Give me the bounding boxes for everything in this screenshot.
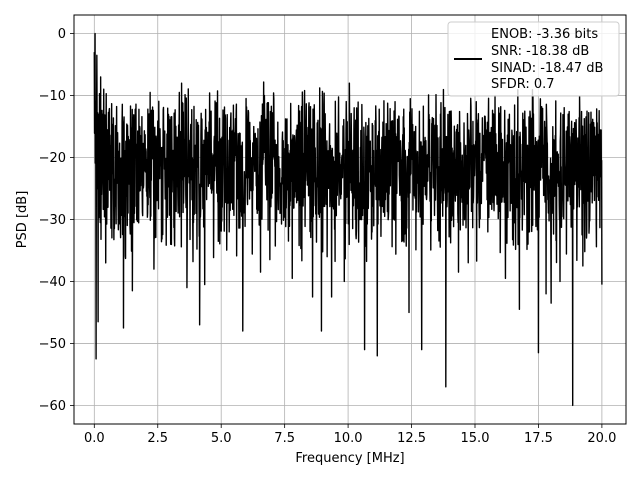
legend-entry-enob: ENOB: -3.36 bits [491, 27, 598, 42]
legend-entry-snr: SNR: -18.38 dB [491, 44, 589, 59]
y-tick-label: −20 [39, 151, 66, 166]
y-tick-label: −50 [39, 337, 66, 352]
plot-series [93, 32, 603, 407]
psd-series-line [93, 32, 603, 407]
x-tick-label: 2.5 [147, 431, 168, 446]
x-tick-label: 5.0 [211, 431, 232, 446]
legend-entry-sfdr: SFDR: 0.7 [491, 77, 555, 92]
x-tick-label: 20.0 [587, 431, 616, 446]
legend-box [447, 21, 620, 97]
x-axis-label: Frequency [MHz] [295, 451, 404, 466]
y-axis-label: PSD [dB] [15, 191, 30, 249]
x-tick-label: 17.5 [524, 431, 553, 446]
x-tick-label: 15.0 [461, 431, 490, 446]
x-tick-label: 12.5 [397, 431, 426, 446]
plot-frame [73, 14, 627, 425]
x-tick-label: 0.0 [84, 431, 105, 446]
y-tick-label: −10 [39, 89, 66, 104]
axis-ticks: 0.0 2.5 5.0 7.5 10.0 12.5 15.0 17.5 20.0 0 −10 −20 −… [39, 27, 617, 446]
legend-entry-sinad: SINAD: -18.47 dB [491, 61, 603, 76]
axis-labels: Frequency [MHz] PSD [dB] [15, 191, 405, 466]
legend: ENOB: -3.36 bits SNR: -18.38 dB SINAD: -… [447, 21, 620, 97]
x-tick-label: 7.5 [274, 431, 295, 446]
y-tick-label: −40 [39, 275, 66, 290]
y-tick-label: −60 [39, 399, 66, 414]
y-tick-label: −30 [39, 213, 66, 228]
y-tick-label: 0 [58, 27, 66, 42]
x-tick-label: 10.0 [334, 431, 363, 446]
